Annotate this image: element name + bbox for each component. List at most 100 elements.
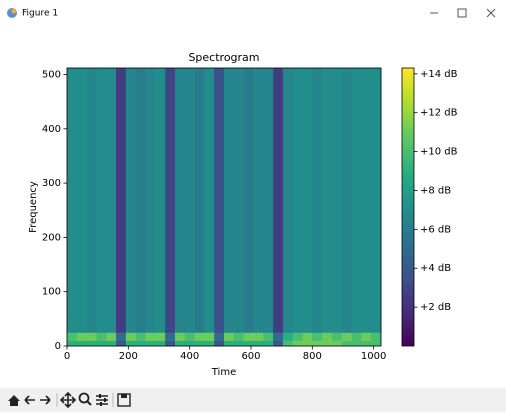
y-tick-label: 200	[42, 232, 61, 243]
heatmap-cell	[263, 332, 274, 341]
heatmap-cell	[67, 332, 78, 341]
x-tick-label: 0	[64, 351, 70, 362]
heatmap-cell	[224, 332, 235, 341]
heatmap-cell	[302, 340, 313, 347]
heatmap-cell	[331, 332, 343, 341]
colorbar	[401, 67, 415, 347]
heatmap-cell	[214, 332, 225, 341]
heatmap-cell	[194, 340, 205, 347]
heatmap-cell	[67, 68, 78, 333]
heatmap-cell	[86, 332, 97, 341]
colorbar-tick-label: +8 dB	[420, 185, 451, 196]
heatmap-cell	[86, 68, 97, 333]
heatmap-cell	[331, 340, 343, 347]
heatmap-cell	[312, 68, 323, 333]
heatmap-cell	[155, 332, 166, 341]
figure: Spectrogram 0 200 400 600 800 1000 0 100 200 300 40…	[28, 51, 458, 378]
heatmap-cell	[135, 68, 146, 333]
heatmap-cell	[106, 340, 117, 347]
minimize-button[interactable]	[422, 2, 446, 24]
heatmap-cell	[253, 332, 264, 341]
heatmap-cell	[322, 340, 333, 347]
window-title: Figure 1	[22, 9, 58, 19]
heatmap-cell	[116, 68, 127, 333]
x-tick-label: 200	[119, 351, 138, 362]
heatmap-cell	[125, 68, 136, 333]
heatmap-cell	[233, 68, 244, 333]
heatmap-cell	[322, 332, 333, 341]
heatmap-cell	[184, 340, 195, 347]
heatmap-cell	[165, 332, 176, 341]
heatmap-cell	[273, 340, 284, 347]
heatmap-cell	[312, 332, 323, 341]
heatmap-cell	[184, 68, 195, 333]
heatmap-cell	[106, 68, 117, 333]
heatmap-cell	[76, 68, 87, 333]
close-button[interactable]	[478, 2, 504, 24]
save-button[interactable]	[117, 393, 131, 407]
heatmap-cell	[341, 68, 352, 333]
back-button[interactable]	[24, 395, 35, 405]
heatmap-cell	[361, 332, 372, 341]
x-tick-label: 1000	[361, 351, 386, 362]
heatmap-cell	[273, 332, 284, 341]
heatmap-cell	[351, 340, 362, 347]
heatmap-cell	[253, 340, 264, 347]
heatmap-cell	[106, 332, 117, 341]
x-tick-label: 800	[303, 351, 322, 362]
heatmap-cell	[174, 332, 186, 341]
heatmap-cell	[224, 340, 235, 347]
zoom-button[interactable]	[78, 392, 92, 406]
heatmap-cell	[125, 332, 136, 341]
heatmap-cell	[361, 68, 372, 333]
y-tick-label: 100	[42, 287, 61, 298]
heatmap-cell	[165, 68, 176, 333]
heatmap-cell	[155, 68, 166, 333]
heatmap-cell	[292, 332, 303, 341]
heatmap-cell	[341, 340, 352, 347]
y-tick-label: 500	[42, 70, 61, 81]
heatmap-cell	[135, 332, 146, 341]
configure-button[interactable]	[96, 394, 108, 406]
title-bar	[0, 0, 506, 28]
home-button[interactable]	[8, 395, 20, 406]
heatmap-cell	[243, 332, 254, 341]
heatmap-cell	[233, 332, 244, 341]
heatmap-cell	[165, 340, 176, 347]
heatmap-cell	[371, 332, 382, 341]
heatmap-cell	[96, 68, 107, 333]
toolbar	[0, 388, 506, 412]
heatmap-cell	[214, 340, 225, 347]
heatmap-cell	[351, 332, 362, 341]
heatmap-cell	[204, 340, 215, 347]
heatmap-cell	[135, 340, 146, 347]
heatmap-cell	[86, 340, 97, 347]
colorbar-tick-label: +6 dB	[420, 224, 451, 235]
colorbar-tick-label: +4 dB	[420, 263, 451, 274]
pan-button[interactable]	[59, 391, 77, 409]
heatmap-cell	[292, 68, 303, 333]
x-axis-label: Time	[211, 367, 236, 378]
heatmap-cell	[116, 340, 127, 347]
heatmap-cell	[312, 340, 323, 347]
heatmap-cell	[76, 340, 87, 347]
heatmap-cell	[194, 332, 205, 341]
heatmap-cell	[174, 340, 186, 347]
heatmap-cell	[96, 340, 107, 347]
heatmap-cell	[116, 332, 127, 341]
colorbar-tick-label: +12 dB	[420, 108, 458, 119]
heatmap-cell	[292, 340, 303, 347]
colorbar-tick-label: +2 dB	[420, 302, 451, 313]
heatmap-cell	[184, 332, 195, 341]
heatmap-cell	[145, 340, 156, 347]
y-tick-label: 300	[42, 178, 61, 189]
heatmap-cell	[194, 68, 205, 333]
maximize-button[interactable]	[450, 2, 474, 24]
heatmap-cell	[243, 68, 254, 333]
heatmap-cell	[361, 340, 372, 347]
heatmap-cell	[145, 68, 156, 333]
heatmap-cell	[204, 68, 215, 333]
y-tick-label: 400	[42, 124, 61, 135]
forward-button[interactable]	[40, 395, 51, 405]
heatmap-cell	[67, 340, 78, 347]
